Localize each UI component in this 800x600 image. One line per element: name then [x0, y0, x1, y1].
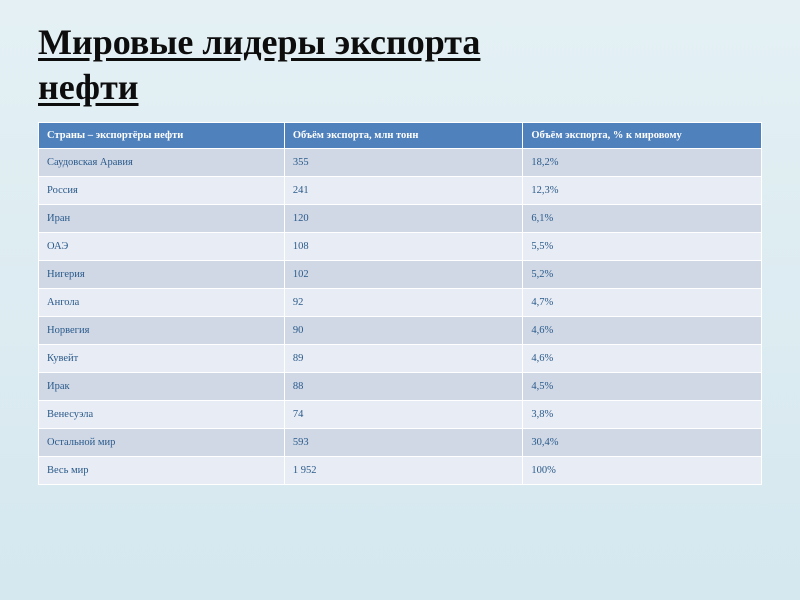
slide: Мировые лидеры экспорта нефти Страны – э…: [0, 0, 800, 505]
col-header-volume: Объём экспорта, млн тонн: [284, 123, 523, 149]
cell-volume: 89: [284, 345, 523, 373]
cell-volume: 108: [284, 233, 523, 261]
col-header-percent: Объём экспорта, % к мировому: [523, 123, 762, 149]
cell-country: Нигерия: [39, 261, 285, 289]
cell-country: Венесуэла: [39, 401, 285, 429]
cell-country: Иран: [39, 205, 285, 233]
table-row: Иран 120 6,1%: [39, 205, 762, 233]
title-line-2: нефти: [38, 67, 139, 107]
cell-country: Норвегия: [39, 317, 285, 345]
cell-volume: 102: [284, 261, 523, 289]
cell-country: Россия: [39, 177, 285, 205]
cell-volume: 241: [284, 177, 523, 205]
table-row: Ангола 92 4,7%: [39, 289, 762, 317]
slide-title: Мировые лидеры экспорта нефти: [38, 20, 762, 110]
cell-country: Остальной мир: [39, 429, 285, 457]
table-row: Нигерия 102 5,2%: [39, 261, 762, 289]
table-row: Саудовская Аравия 355 18,2%: [39, 149, 762, 177]
table-row: Кувейт 89 4,6%: [39, 345, 762, 373]
cell-percent: 100%: [523, 457, 762, 485]
cell-country: ОАЭ: [39, 233, 285, 261]
table-row: Венесуэла 74 3,8%: [39, 401, 762, 429]
cell-percent: 4,6%: [523, 345, 762, 373]
cell-volume: 1 952: [284, 457, 523, 485]
cell-volume: 355: [284, 149, 523, 177]
cell-percent: 4,5%: [523, 373, 762, 401]
cell-volume: 120: [284, 205, 523, 233]
cell-percent: 6,1%: [523, 205, 762, 233]
cell-percent: 5,2%: [523, 261, 762, 289]
table-header-row: Страны – экспортёры нефти Объём экспорта…: [39, 123, 762, 149]
cell-percent: 4,6%: [523, 317, 762, 345]
cell-country: Ангола: [39, 289, 285, 317]
table-row: Ирак 88 4,5%: [39, 373, 762, 401]
title-line-1: Мировые лидеры экспорта: [38, 22, 480, 62]
col-header-country: Страны – экспортёры нефти: [39, 123, 285, 149]
cell-percent: 18,2%: [523, 149, 762, 177]
cell-percent: 12,3%: [523, 177, 762, 205]
cell-volume: 88: [284, 373, 523, 401]
cell-volume: 593: [284, 429, 523, 457]
cell-volume: 90: [284, 317, 523, 345]
cell-volume: 92: [284, 289, 523, 317]
cell-percent: 5,5%: [523, 233, 762, 261]
cell-percent: 30,4%: [523, 429, 762, 457]
cell-percent: 3,8%: [523, 401, 762, 429]
table-row: Остальной мир 593 30,4%: [39, 429, 762, 457]
table-row: Россия 241 12,3%: [39, 177, 762, 205]
table-row: ОАЭ 108 5,5%: [39, 233, 762, 261]
cell-country: Весь мир: [39, 457, 285, 485]
cell-country: Ирак: [39, 373, 285, 401]
cell-percent: 4,7%: [523, 289, 762, 317]
cell-country: Кувейт: [39, 345, 285, 373]
table-row: Весь мир 1 952 100%: [39, 457, 762, 485]
export-table: Страны – экспортёры нефти Объём экспорта…: [38, 122, 762, 485]
table-row: Норвегия 90 4,6%: [39, 317, 762, 345]
cell-volume: 74: [284, 401, 523, 429]
cell-country: Саудовская Аравия: [39, 149, 285, 177]
table-body: Саудовская Аравия 355 18,2% Россия 241 1…: [39, 149, 762, 485]
